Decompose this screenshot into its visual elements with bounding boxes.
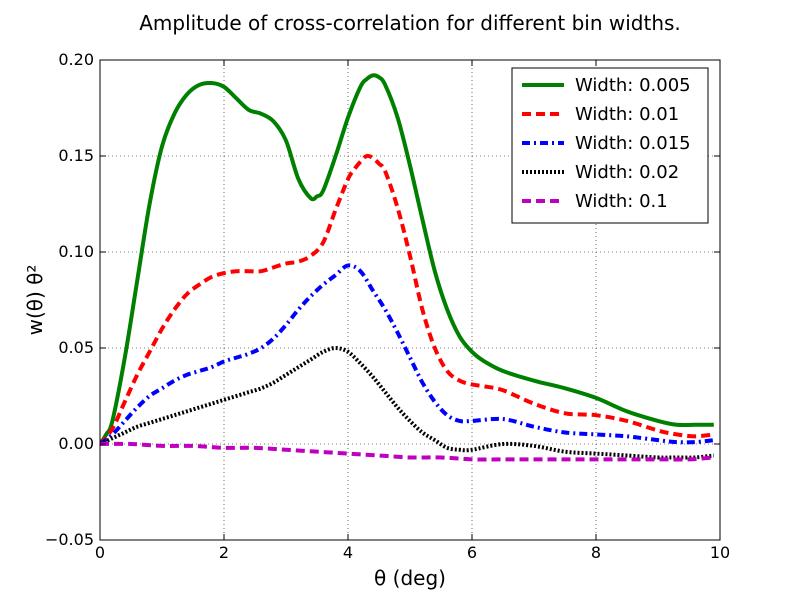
legend-box — [511, 67, 709, 224]
x-tick-label: 10 — [710, 543, 730, 562]
plot-frame — [99, 59, 721, 541]
series-line-1 — [100, 73, 714, 446]
x-tick-label: 4 — [343, 543, 353, 562]
series-line-3 — [100, 263, 715, 446]
axis-ticks — [99, 59, 721, 541]
y-tick-label: 0.00 — [58, 434, 94, 453]
x-tick-label: 2 — [219, 543, 229, 562]
y-tick-label: 0.20 — [58, 50, 94, 69]
x-axis-label: θ (deg) — [374, 566, 446, 590]
x-tick-label: 6 — [467, 543, 477, 562]
y-tick-label: 0.15 — [58, 146, 94, 165]
x-tick-label: 8 — [591, 543, 601, 562]
series-line-5 — [100, 441, 714, 462]
axis-tick-labels: 0 2 4 6 8 10 −0.05 0.00 0.05 0.10 0.15 0.20 — [45, 50, 730, 562]
y-axis-label: w(θ) θ² — [23, 265, 47, 336]
legend-entry-label: Width: 0.02 — [575, 162, 679, 183]
y-tick-label: −0.05 — [45, 530, 94, 549]
series-line-2 — [100, 153, 715, 446]
legend: Width: 0.005 Width: 0.01 Width: 0.015 Width… — [511, 67, 709, 224]
legend-entry-label: Width: 0.005 — [575, 75, 691, 96]
y-tick-label: 0.10 — [58, 242, 94, 261]
series-lines — [100, 73, 715, 462]
legend-entry-label: Width: 0.015 — [575, 133, 691, 154]
chart-title: Amplitude of cross-correlation for diffe… — [139, 11, 681, 35]
legend-entry-label: Width: 0.1 — [575, 191, 668, 212]
y-tick-label: 0.05 — [58, 338, 94, 357]
x-tick-label: 0 — [95, 543, 105, 562]
legend-entry-label: Width: 0.01 — [575, 104, 679, 125]
